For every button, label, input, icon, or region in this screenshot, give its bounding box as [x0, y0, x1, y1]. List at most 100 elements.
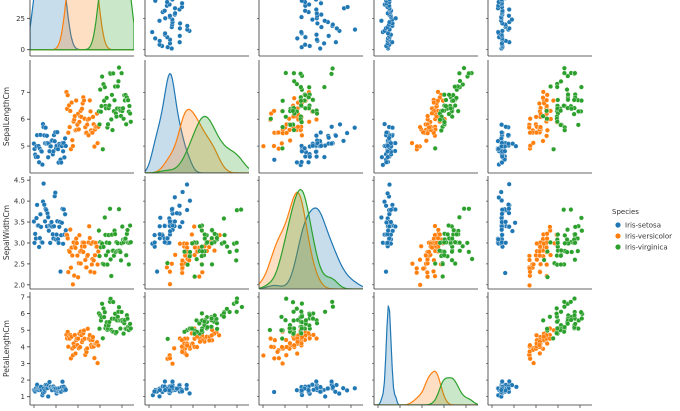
point-iris-virginica	[329, 71, 334, 77]
point-iris-virginica	[104, 262, 110, 268]
point-iris-virginica	[466, 71, 472, 76]
point-iris-versicolor	[527, 130, 533, 136]
point-iris-setosa	[326, 135, 332, 141]
point-iris-setosa	[179, 219, 185, 225]
point-iris-versicolor	[425, 113, 431, 119]
point-iris-setosa	[157, 231, 163, 237]
point-iris-virginica	[227, 309, 233, 315]
point-iris-setosa	[506, 378, 512, 384]
point-iris-virginica	[558, 248, 564, 253]
point-iris-versicolor	[435, 98, 441, 104]
panel-r2-c4	[487, 176, 592, 290]
point-iris-setosa	[383, 269, 389, 275]
point-iris-virginica	[214, 320, 220, 326]
point-iris-setosa	[162, 30, 168, 36]
point-iris-virginica	[457, 78, 463, 84]
point-iris-setosa	[499, 198, 505, 203]
point-iris-versicolor	[423, 253, 429, 258]
panel-r1-c0	[29, 60, 134, 174]
kde-fill-iris-setosa	[145, 73, 249, 173]
point-iris-virginica	[189, 326, 195, 332]
point-iris-versicolor	[544, 92, 550, 98]
point-iris-setosa	[386, 135, 392, 141]
point-iris-setosa	[328, 141, 334, 147]
point-iris-virginica	[565, 321, 571, 327]
point-iris-setosa	[34, 215, 39, 221]
y-tick-label: 3.5	[14, 219, 25, 227]
y-tick-label: 3	[21, 360, 25, 368]
point-iris-virginica	[554, 325, 560, 331]
point-iris-virginica	[450, 98, 456, 104]
point-iris-setosa	[495, 29, 501, 35]
point-iris-virginica	[571, 97, 577, 103]
point-iris-setosa	[168, 0, 172, 1]
panel-r0-c0	[29, 0, 134, 57]
point-iris-setosa	[166, 240, 172, 246]
point-iris-setosa	[306, 2, 312, 7]
point-iris-virginica	[121, 116, 127, 122]
point-iris-virginica	[298, 309, 304, 315]
y-tick-label: 2	[21, 377, 25, 385]
kde-line-iris-virginica	[145, 115, 249, 173]
point-iris-virginica	[440, 261, 446, 267]
point-iris-setosa	[165, 44, 171, 50]
point-iris-virginica	[182, 249, 187, 255]
point-iris-versicolor	[527, 269, 533, 275]
point-iris-virginica	[279, 314, 284, 320]
point-iris-setosa	[341, 138, 346, 144]
kde-fill-iris-versicolor	[374, 371, 478, 405]
point-iris-virginica	[446, 92, 452, 98]
point-iris-versicolor	[276, 355, 282, 361]
point-iris-virginica	[572, 296, 577, 302]
point-iris-setosa	[352, 385, 358, 391]
point-iris-virginica	[106, 240, 112, 246]
panel-r1-c4	[487, 60, 592, 174]
point-iris-setosa	[384, 0, 389, 1]
point-iris-setosa	[299, 44, 305, 50]
point-iris-setosa	[502, 270, 508, 276]
point-iris-setosa	[172, 219, 178, 224]
point-iris-virginica	[108, 273, 114, 279]
point-iris-virginica	[469, 256, 475, 262]
point-iris-versicolor	[420, 129, 426, 135]
point-iris-virginica	[443, 97, 449, 103]
point-iris-virginica	[102, 309, 108, 315]
point-iris-versicolor	[184, 241, 190, 247]
point-iris-setosa	[509, 17, 515, 23]
point-iris-virginica	[540, 113, 546, 119]
point-iris-versicolor	[67, 249, 73, 255]
point-iris-versicolor	[544, 127, 550, 133]
point-iris-versicolor	[169, 261, 175, 267]
point-iris-versicolor	[409, 140, 415, 146]
legend-marker-iris-versicolor	[615, 233, 621, 239]
point-iris-virginica	[100, 335, 106, 341]
point-iris-virginica	[561, 304, 567, 310]
point-iris-virginica	[544, 116, 550, 122]
point-iris-virginica	[209, 235, 215, 241]
point-iris-versicolor	[194, 344, 200, 350]
point-iris-versicolor	[172, 252, 178, 258]
point-iris-virginica	[558, 78, 564, 84]
point-iris-virginica	[314, 320, 320, 326]
point-iris-versicolor	[279, 140, 285, 146]
point-iris-virginica	[165, 336, 171, 342]
point-iris-setosa	[38, 224, 44, 230]
point-iris-virginica	[565, 73, 571, 79]
point-iris-setosa	[318, 0, 324, 6]
point-iris-versicolor	[425, 257, 430, 263]
point-iris-setosa	[47, 379, 52, 385]
point-iris-virginica	[554, 319, 560, 325]
point-iris-versicolor	[216, 332, 222, 338]
point-iris-versicolor	[534, 332, 539, 338]
point-iris-setosa	[498, 189, 504, 195]
point-iris-versicolor	[414, 270, 420, 276]
point-iris-virginica	[554, 311, 560, 317]
point-iris-versicolor	[276, 130, 281, 135]
point-iris-setosa	[499, 122, 505, 128]
point-iris-setosa	[385, 154, 391, 160]
point-iris-virginica	[204, 239, 210, 245]
point-iris-virginica	[199, 262, 205, 267]
y-tick-label: 6	[21, 310, 26, 318]
point-iris-virginica	[322, 309, 328, 315]
point-iris-versicolor	[87, 235, 93, 241]
